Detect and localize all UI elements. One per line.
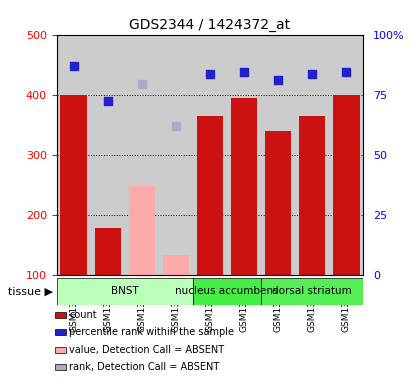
Point <box>343 69 349 75</box>
Bar <box>125 35 159 275</box>
Bar <box>55 346 66 353</box>
Text: rank, Detection Call = ABSENT: rank, Detection Call = ABSENT <box>69 362 220 372</box>
Bar <box>329 35 363 275</box>
Bar <box>55 329 66 336</box>
Point <box>275 76 281 83</box>
Point <box>309 71 315 77</box>
Bar <box>265 131 291 275</box>
Point <box>139 81 145 87</box>
Title: GDS2344 / 1424372_at: GDS2344 / 1424372_at <box>129 18 291 32</box>
FancyBboxPatch shape <box>57 278 193 305</box>
Point <box>207 71 213 77</box>
Text: value, Detection Call = ABSENT: value, Detection Call = ABSENT <box>69 344 224 355</box>
Bar <box>227 35 261 275</box>
Text: dorsal striatum: dorsal striatum <box>272 286 352 296</box>
FancyBboxPatch shape <box>193 278 261 305</box>
FancyBboxPatch shape <box>261 278 363 305</box>
Point <box>241 69 247 75</box>
Bar <box>261 35 295 275</box>
Bar <box>299 116 326 275</box>
Text: count: count <box>69 310 97 320</box>
Bar <box>193 35 227 275</box>
Bar <box>55 364 66 370</box>
Bar <box>57 35 91 275</box>
Bar <box>55 312 66 318</box>
Bar <box>333 94 360 275</box>
Text: percentile rank within the sample: percentile rank within the sample <box>69 327 234 338</box>
Point <box>173 123 179 129</box>
Bar <box>159 35 193 275</box>
Point <box>71 63 77 70</box>
Bar <box>295 35 329 275</box>
Bar <box>129 186 155 275</box>
Bar <box>94 228 121 275</box>
Text: tissue ▶: tissue ▶ <box>8 286 52 296</box>
Point <box>105 98 111 104</box>
Bar <box>197 116 223 275</box>
Bar <box>91 35 125 275</box>
Bar <box>60 94 87 275</box>
Bar <box>231 98 257 275</box>
Text: BNST: BNST <box>111 286 139 296</box>
Bar <box>163 255 189 275</box>
Text: nucleus accumbens: nucleus accumbens <box>175 286 279 296</box>
